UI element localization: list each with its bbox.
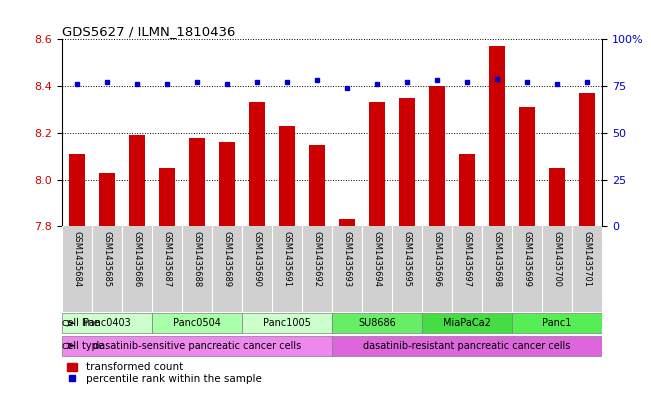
Text: GSM1435691: GSM1435691 [283, 231, 292, 287]
Text: GSM1435684: GSM1435684 [72, 231, 81, 287]
Bar [459, 154, 475, 226]
Bar [549, 168, 566, 226]
Text: GSM1435689: GSM1435689 [223, 231, 232, 287]
Text: Panc1005: Panc1005 [263, 318, 311, 328]
Text: GSM1435688: GSM1435688 [193, 231, 201, 287]
Text: GSM1435696: GSM1435696 [432, 231, 441, 287]
Text: GSM1435690: GSM1435690 [253, 231, 262, 287]
Bar [519, 107, 535, 226]
Text: GSM1435701: GSM1435701 [583, 231, 592, 287]
Bar [62, 313, 152, 333]
Text: cell type: cell type [62, 341, 104, 351]
Bar [512, 313, 602, 333]
Bar [279, 126, 296, 226]
Bar [368, 103, 385, 226]
Bar [429, 86, 445, 226]
Text: GSM1435692: GSM1435692 [312, 231, 322, 287]
Text: dasatinib-sensitive pancreatic cancer cells: dasatinib-sensitive pancreatic cancer ce… [93, 341, 301, 351]
Bar [219, 142, 235, 226]
Bar [489, 46, 505, 226]
Bar [332, 336, 602, 356]
Text: dasatinib-resistant pancreatic cancer cells: dasatinib-resistant pancreatic cancer ce… [363, 341, 571, 351]
Bar [152, 313, 242, 333]
Text: GSM1435699: GSM1435699 [523, 231, 532, 287]
Bar [332, 313, 422, 333]
Text: GSM1435686: GSM1435686 [132, 231, 141, 287]
Legend: transformed count, percentile rank within the sample: transformed count, percentile rank withi… [67, 362, 262, 384]
Bar [399, 98, 415, 226]
Bar [98, 173, 115, 226]
Text: GSM1435697: GSM1435697 [463, 231, 471, 287]
Text: cell line: cell line [62, 318, 100, 328]
Bar [242, 313, 332, 333]
Text: Panc0403: Panc0403 [83, 318, 131, 328]
Text: GDS5627 / ILMN_1810436: GDS5627 / ILMN_1810436 [62, 25, 235, 38]
Bar [129, 135, 145, 226]
Text: GSM1435695: GSM1435695 [402, 231, 411, 287]
Bar [159, 168, 175, 226]
Text: SU8686: SU8686 [358, 318, 396, 328]
Text: GSM1435694: GSM1435694 [372, 231, 381, 287]
Text: GSM1435685: GSM1435685 [102, 231, 111, 287]
Bar [62, 336, 332, 356]
Bar [309, 145, 326, 226]
Bar [422, 313, 512, 333]
Bar [249, 103, 265, 226]
Text: GSM1435693: GSM1435693 [342, 231, 352, 287]
Text: Panc1: Panc1 [542, 318, 572, 328]
Bar [579, 93, 596, 226]
Bar [339, 219, 355, 226]
Text: Panc0504: Panc0504 [173, 318, 221, 328]
Text: GSM1435698: GSM1435698 [493, 231, 502, 287]
Bar [189, 138, 205, 226]
Text: GSM1435700: GSM1435700 [553, 231, 562, 287]
Text: MiaPaCa2: MiaPaCa2 [443, 318, 491, 328]
Bar [68, 154, 85, 226]
Text: GSM1435687: GSM1435687 [162, 231, 171, 287]
